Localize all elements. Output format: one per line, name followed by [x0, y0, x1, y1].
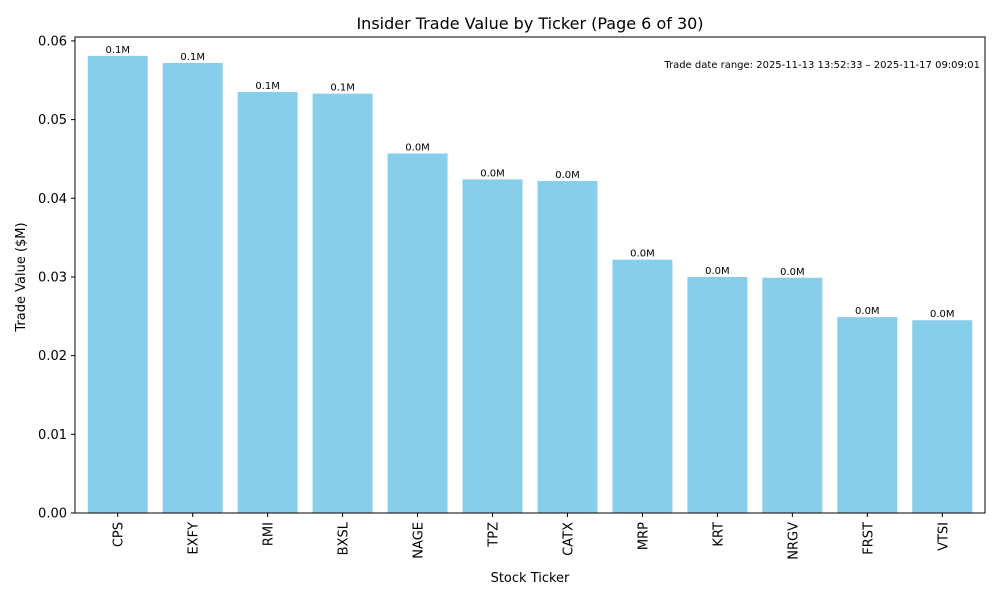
y-tick-label: 0.06	[38, 34, 67, 49]
bar-label-vtsi: 0.0M	[930, 309, 955, 320]
bar-labels-group: 0.1M 0.1M 0.1M 0.1M 0.0M 0.0M 0.0M 0.0M 0.0M 0.0M…	[105, 45, 954, 320]
bar-label-nage: 0.0M	[405, 142, 430, 153]
bar-rmi	[237, 92, 298, 513]
bar-krt	[687, 276, 748, 513]
bar-catx	[537, 180, 598, 514]
y-tick-label: 0.03	[38, 270, 67, 285]
bar-mrp	[612, 259, 673, 513]
date-range-annotation: Trade date range: 2025-11-13 13:52:33 – …	[663, 60, 980, 71]
x-tick-label-mrp: MRP	[636, 522, 651, 550]
bar-bxsl	[312, 93, 373, 514]
y-tick-label: 0.04	[38, 192, 67, 207]
y-tick-label: 0.05	[38, 113, 67, 128]
bar-exfy	[162, 62, 223, 514]
bar-tpz	[462, 179, 523, 513]
bar-nrgv	[762, 277, 823, 513]
x-tick-label-nrgv: NRGV	[786, 522, 801, 560]
x-tick-label-nage: NAGE	[412, 522, 427, 559]
x-tick-label-catx: CATX	[561, 522, 576, 556]
bar-label-cps: 0.1M	[105, 45, 130, 56]
y-axis-label: Trade Value ($M)	[14, 222, 29, 332]
x-tick-label-exfy: EXFY	[187, 522, 202, 555]
bar-vtsi	[912, 320, 973, 513]
bar-label-rmi: 0.1M	[255, 81, 280, 92]
x-tick-label-rmi: RMI	[262, 522, 277, 546]
x-tick-label-frst: FRST	[861, 522, 876, 555]
x-tick-label-krt: KRT	[711, 522, 726, 547]
y-tick-label: 0.01	[38, 428, 67, 443]
bar-label-frst: 0.0M	[855, 306, 880, 317]
x-tick-label-cps: CPS	[112, 522, 127, 547]
bar-nage	[387, 153, 448, 513]
bar-label-nrgv: 0.0M	[780, 267, 805, 278]
y-tick-label: 0.02	[38, 349, 67, 364]
bar-cps	[87, 55, 148, 513]
y-axis-ticks: 0.00 0.01 0.02 0.03 0.04 0.05 0.06	[38, 34, 75, 522]
bar-label-krt: 0.0M	[705, 266, 730, 277]
plot-area-frame	[74, 36, 986, 514]
x-tick-label-tpz: TPZ	[487, 522, 502, 548]
bar-label-catx: 0.0M	[555, 170, 580, 181]
bar-label-tpz: 0.0M	[480, 168, 505, 179]
chart-title: Insider Trade Value by Ticker (Page 6 of…	[356, 14, 703, 33]
bars-group	[87, 55, 973, 514]
x-tick-label-vtsi: VTSI	[936, 522, 951, 551]
bar-label-exfy: 0.1M	[180, 52, 205, 63]
x-axis-label: Stock Ticker	[491, 571, 570, 586]
bar-label-mrp: 0.0M	[630, 249, 655, 260]
bar-label-bxsl: 0.1M	[330, 83, 355, 94]
x-axis-ticks: CPS EXFY RMI BXSL NAGE TPZ CATX MRP KRT NRGV FRST V…	[112, 513, 951, 560]
y-tick-label: 0.00	[38, 507, 67, 522]
x-tick-label-bxsl: BXSL	[337, 521, 352, 555]
bar-frst	[837, 317, 898, 513]
